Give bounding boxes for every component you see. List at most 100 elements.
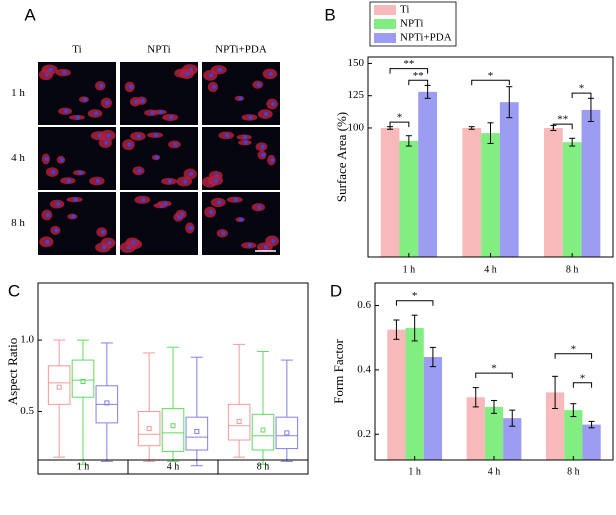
significance-label: * bbox=[397, 112, 403, 124]
significance-label: * bbox=[579, 83, 585, 95]
nucleus bbox=[106, 133, 111, 138]
mean-marker bbox=[194, 428, 200, 434]
y-axis-label: Surface Area (%) bbox=[334, 112, 349, 202]
legend-swatch bbox=[374, 33, 396, 43]
x-tick-label: 1 h bbox=[403, 264, 416, 275]
nucleus bbox=[211, 84, 216, 89]
x-tick-label: 4 h bbox=[488, 466, 501, 477]
mean-marker bbox=[80, 378, 86, 384]
box bbox=[275, 416, 299, 450]
nucleus bbox=[141, 197, 146, 202]
nucleus bbox=[158, 110, 163, 115]
y-tick-label: 0.2 bbox=[357, 428, 371, 440]
error-bar bbox=[405, 135, 412, 147]
nucleus bbox=[95, 178, 100, 183]
panel-label: C bbox=[8, 281, 20, 300]
y-tick-label: 1.0 bbox=[20, 334, 34, 346]
significance-bracket bbox=[395, 300, 434, 306]
nucleus bbox=[221, 231, 226, 236]
legend-swatch bbox=[374, 5, 396, 15]
error-bar bbox=[429, 346, 436, 368]
nucleus bbox=[243, 140, 248, 145]
error-bar bbox=[506, 86, 513, 119]
y-tick-label: 0.4 bbox=[357, 363, 371, 375]
nucleus bbox=[59, 157, 64, 162]
nucleus bbox=[100, 230, 105, 235]
bar bbox=[399, 140, 419, 257]
x-tick-label: 1 h bbox=[77, 461, 90, 472]
nucleus bbox=[238, 96, 243, 101]
mean-marker bbox=[104, 400, 110, 406]
significance-bracket bbox=[554, 353, 593, 359]
panel-label: A bbox=[24, 5, 36, 24]
nucleus bbox=[177, 215, 182, 220]
bar bbox=[582, 424, 601, 460]
error-bar bbox=[509, 409, 516, 427]
nucleus bbox=[71, 214, 76, 219]
mean-marker bbox=[260, 427, 266, 433]
nucleus bbox=[188, 225, 193, 230]
nucleus bbox=[137, 168, 142, 173]
nucleus bbox=[247, 243, 252, 248]
nucleus bbox=[233, 197, 238, 202]
nucleus bbox=[94, 111, 99, 116]
nucleus bbox=[54, 228, 59, 233]
micrograph-image bbox=[201, 127, 280, 190]
significance-bracket bbox=[475, 372, 513, 379]
x-tick-label: 4 h bbox=[167, 461, 180, 472]
nucleus bbox=[56, 202, 61, 207]
row-label: 1 h bbox=[11, 87, 25, 99]
nucleus bbox=[173, 142, 178, 147]
significance-label: * bbox=[412, 290, 418, 302]
row-label: 4 h bbox=[11, 152, 25, 164]
bar bbox=[481, 133, 500, 257]
mean-marker bbox=[170, 423, 176, 429]
nucleus bbox=[45, 239, 50, 244]
nucleus bbox=[264, 112, 269, 117]
nucleus bbox=[99, 83, 104, 88]
error-bar bbox=[424, 84, 431, 99]
legend-label: NPTi bbox=[400, 18, 423, 30]
legend-label: NPTi+PDA bbox=[400, 32, 452, 44]
nucleus bbox=[225, 133, 230, 138]
mean-marker bbox=[284, 430, 290, 436]
nucleus bbox=[185, 71, 190, 76]
micrograph-image bbox=[38, 62, 116, 125]
nucleus bbox=[169, 115, 174, 120]
micrograph-image bbox=[202, 192, 280, 255]
nucleus bbox=[270, 158, 275, 163]
significance-label: ** bbox=[557, 114, 568, 126]
nucleus bbox=[45, 212, 50, 217]
micrograph-image bbox=[120, 127, 198, 190]
y-tick-label: 150 bbox=[348, 57, 365, 69]
y-tick-label: 125 bbox=[348, 89, 365, 101]
nucleus bbox=[64, 109, 69, 114]
nucleus bbox=[268, 71, 273, 76]
significance-label: * bbox=[580, 372, 586, 384]
significance-bracket bbox=[389, 121, 410, 128]
x-tick-label: 8 h bbox=[257, 461, 270, 472]
significance-bracket bbox=[571, 92, 592, 99]
nucleus bbox=[271, 239, 276, 244]
error-bar bbox=[487, 122, 494, 144]
significance-label: * bbox=[571, 343, 577, 355]
micrograph-image bbox=[38, 192, 116, 255]
error-bar bbox=[411, 314, 418, 342]
category-strip bbox=[37, 459, 309, 475]
error-bar bbox=[491, 399, 497, 414]
x-tick-label: 8 h bbox=[567, 466, 580, 477]
bar bbox=[562, 142, 582, 257]
y-axis-label: Aspect Ratio bbox=[5, 338, 20, 406]
column-label: NPTi+PDA bbox=[215, 44, 267, 56]
error-bar bbox=[569, 137, 576, 147]
panel-label: D bbox=[330, 281, 342, 300]
nucleus bbox=[131, 240, 136, 245]
error-bar bbox=[468, 126, 475, 130]
bar bbox=[564, 410, 583, 460]
significance-label: * bbox=[491, 363, 497, 375]
nucleus bbox=[51, 170, 56, 175]
nucleus bbox=[243, 135, 248, 140]
y-axis-label: Form Factor bbox=[331, 339, 346, 404]
